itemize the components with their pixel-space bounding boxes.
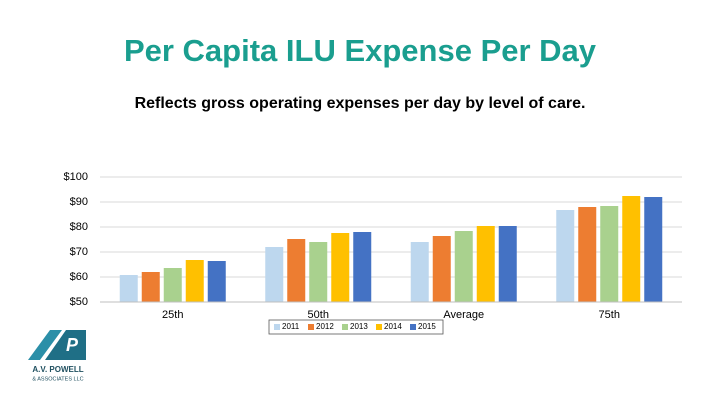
- bar: [207, 261, 226, 302]
- bar: [410, 242, 429, 302]
- bar: [265, 247, 284, 302]
- bar: [353, 232, 372, 302]
- y-tick-label: $80: [70, 221, 88, 233]
- bar: [309, 242, 328, 302]
- x-tick-label: Average: [443, 309, 484, 321]
- bar: [498, 226, 517, 302]
- legend-label: 2015: [418, 322, 436, 331]
- bar: [578, 207, 597, 302]
- bar: [622, 196, 641, 302]
- legend-swatch: [376, 324, 382, 330]
- legend-swatch: [410, 324, 416, 330]
- legend-label: 2012: [316, 322, 334, 331]
- bar: [185, 260, 204, 302]
- legend-label: 2014: [384, 322, 402, 331]
- bar: [163, 268, 182, 302]
- logo: P A.V. POWELL & ASSOCIATES LLC: [28, 330, 86, 382]
- logo-shape: [28, 330, 62, 360]
- bar: [644, 197, 663, 302]
- logo-sub: & ASSOCIATES LLC: [32, 376, 83, 382]
- bar: [600, 206, 619, 302]
- chart-title: Per Capita ILU Expense Per Day: [124, 33, 597, 68]
- y-tick-label: $70: [70, 246, 88, 258]
- logo-shape: [45, 330, 86, 360]
- bar: [287, 239, 306, 302]
- bar: [454, 231, 473, 302]
- legend-box: [268, 319, 444, 335]
- legend-swatch: [274, 324, 280, 330]
- legend-swatch: [342, 324, 348, 330]
- legend-label: 2011: [282, 322, 300, 331]
- logo-name: A.V. POWELL: [32, 365, 83, 374]
- x-tick-label: 25th: [162, 309, 183, 321]
- bar: [119, 275, 138, 302]
- logo-mark: P: [66, 335, 79, 355]
- x-tick-label: 50th: [308, 309, 329, 321]
- legend-swatch: [308, 324, 314, 330]
- bar: [476, 226, 495, 302]
- bar: [331, 233, 350, 302]
- y-tick-label: $100: [64, 171, 88, 183]
- bar: [432, 236, 451, 302]
- x-tick-label: 75th: [599, 309, 620, 321]
- bar: [141, 272, 160, 302]
- bar: [556, 210, 575, 302]
- y-tick-label: $60: [70, 271, 88, 283]
- chart-subtitle: Reflects gross operating expenses per da…: [135, 95, 586, 112]
- legend-label: 2013: [350, 322, 368, 331]
- y-tick-label: $90: [70, 196, 88, 208]
- chart: $50 $60 $70 $80 $90 $100 25th 50th Average 75th 20…: [64, 171, 682, 335]
- y-tick-label: $50: [70, 296, 88, 308]
